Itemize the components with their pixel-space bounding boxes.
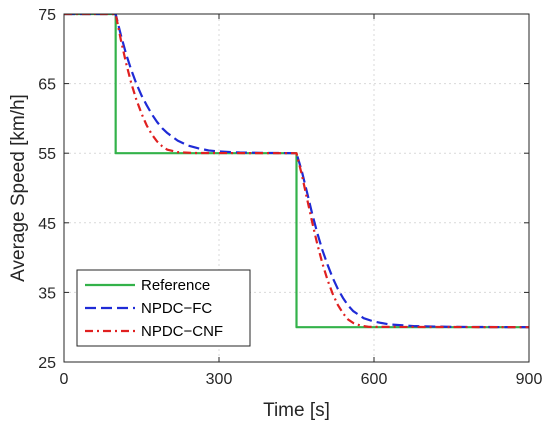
axis-ticks: 0 300 600 900 25 35 45 55 65 75 — [38, 7, 542, 388]
y-tick-label: 75 — [38, 7, 56, 24]
y-axis-label: Average Speed [km/h] — [8, 94, 29, 282]
x-tick-label: 900 — [516, 371, 543, 388]
legend-label: NPDC−FC — [141, 300, 212, 317]
y-tick-label: 55 — [38, 146, 56, 163]
y-tick-label: 65 — [38, 77, 56, 94]
y-tick-label: 45 — [38, 216, 56, 233]
series-lines — [64, 14, 529, 329]
legend-label: Reference — [141, 277, 210, 294]
x-axis-label: Time [s] — [263, 400, 330, 421]
plot-frame — [63, 13, 530, 363]
legend: Reference NPDC−FC NPDC−CNF — [76, 269, 251, 347]
legend-label: NPDC−CNF — [141, 323, 223, 340]
y-tick-label: 35 — [38, 285, 56, 302]
x-tick-label: 0 — [60, 371, 69, 388]
series-line-2 — [64, 14, 529, 329]
y-tick-label: 25 — [38, 355, 56, 372]
x-tick-label: 600 — [361, 371, 388, 388]
x-tick-label: 300 — [206, 371, 233, 388]
